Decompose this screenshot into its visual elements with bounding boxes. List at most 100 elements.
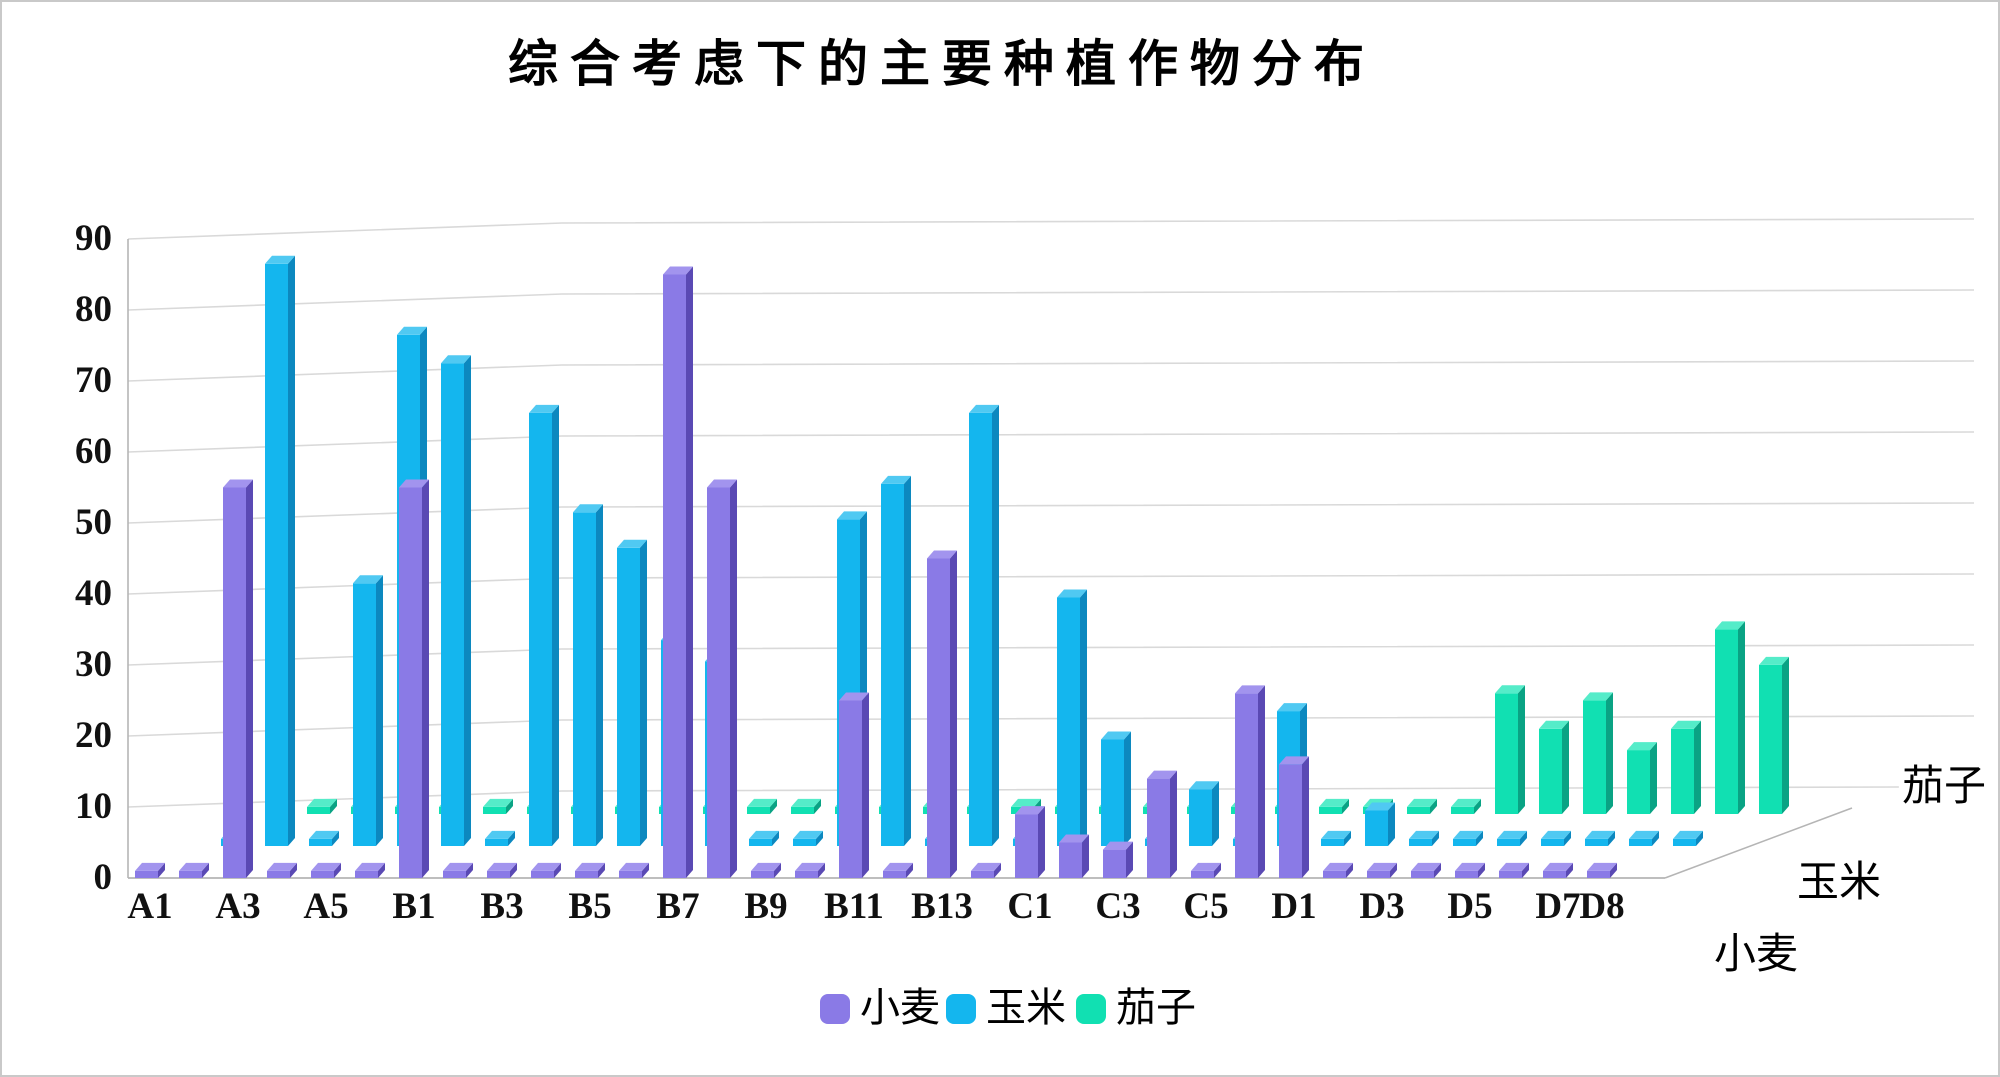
x-tick-B13: B13: [911, 886, 973, 927]
bar-茄子-A1: [307, 798, 337, 814]
x-tick-D5: D5: [1447, 886, 1493, 927]
x-tick-B5: B5: [568, 886, 612, 927]
y-tick-60: 60: [75, 431, 112, 472]
y-tick-90: 90: [75, 218, 112, 259]
eggplant-swatch: [1076, 994, 1106, 1024]
bar-茄子-D2: [1495, 685, 1525, 814]
depth-label-茄子: 茄子: [1902, 764, 1987, 810]
bar-小麦-B11: [839, 692, 869, 878]
bar-玉米-A2: [265, 255, 295, 847]
bar-玉米-B10: [881, 475, 911, 846]
x-tick-B1: B1: [392, 886, 436, 927]
x-tick-B3: B3: [480, 886, 524, 927]
bar-小麦-D4: [1411, 862, 1441, 878]
bar-小麦-C5: [1191, 862, 1221, 878]
bar-茄子-D1: [1451, 798, 1481, 814]
x-tick-D1: D1: [1271, 886, 1317, 927]
bar-玉米-B1: [485, 830, 515, 846]
bar-小麦-C4: [1147, 770, 1177, 878]
bar-茄子-B5: [747, 798, 777, 814]
bar-茄子-C6: [1407, 798, 1437, 814]
bar-小麦-A5: [311, 862, 341, 878]
bar-玉米-B7: [749, 830, 779, 846]
bar-小麦-C1: [1015, 806, 1045, 878]
bar-小麦-B9: [751, 862, 781, 878]
gridline-80: [127, 289, 1975, 311]
x-tick-A1: A1: [127, 886, 173, 927]
y-tick-80: 80: [75, 289, 112, 330]
bar-小麦-D2: [1323, 862, 1353, 878]
bar-茄子-D7: [1715, 621, 1745, 814]
bar-小麦-D5: [1455, 862, 1485, 878]
corn-swatch: [946, 994, 976, 1024]
bar-小麦-A6: [355, 862, 385, 878]
x-tick-D3: D3: [1359, 886, 1405, 927]
bar-玉米-B8: [793, 830, 823, 846]
y-tick-10: 10: [75, 786, 112, 827]
y-tick-70: 70: [75, 360, 112, 401]
bar-茄子-A5: [483, 798, 513, 814]
y-tick-0: 0: [93, 857, 113, 898]
wheat-swatch: [820, 994, 850, 1024]
bar-小麦-B12: [883, 862, 913, 878]
x-tick-D7: D7: [1535, 886, 1581, 927]
bar-小麦-B5: [575, 862, 605, 878]
y-tick-50: 50: [75, 502, 112, 543]
bar-小麦-B13: [927, 550, 957, 878]
bar-玉米-D1: [1365, 802, 1395, 846]
bar-小麦-C2: [1059, 834, 1089, 878]
bar-茄子-D3: [1539, 720, 1569, 814]
x-tick-C3: C3: [1095, 886, 1141, 927]
x-tick-A3: A3: [215, 886, 261, 927]
legend-label-wheat: 小麦: [860, 985, 940, 1030]
bar-玉米-B2: [529, 404, 559, 846]
x-tick-C5: C5: [1183, 886, 1229, 927]
bar-玉米-A6: [441, 355, 471, 846]
bar-小麦-B6: [619, 862, 649, 878]
bar-茄子-D4: [1583, 692, 1613, 814]
bar-玉米-D7: [1629, 830, 1659, 846]
bar-小麦-B10: [795, 862, 825, 878]
bar-玉米-D4: [1497, 830, 1527, 846]
bar-小麦-D7: [1543, 862, 1573, 878]
bar-小麦-C3: [1103, 841, 1133, 878]
bar-玉米-C3: [1189, 781, 1219, 846]
bar-小麦-B1: [399, 479, 429, 878]
bar-玉米-D6: [1585, 830, 1615, 846]
gridline-90: [127, 218, 1975, 240]
bar-小麦-A3: [223, 479, 253, 878]
bar-玉米-B14: [1057, 589, 1087, 846]
bar-小麦-B14: [971, 862, 1001, 878]
bar-玉米-B3: [573, 504, 603, 846]
bar-玉米-B4: [617, 539, 647, 846]
bar-小麦-A1: [135, 862, 165, 878]
legend-label-corn: 玉米: [986, 985, 1066, 1030]
bar-玉米-A4: [353, 575, 383, 846]
bar-玉米-B12: [969, 404, 999, 846]
bar-小麦-A2: [179, 862, 209, 878]
legend: 小麦 玉米 茄子: [2, 985, 1998, 1036]
bar-小麦-B8: [707, 479, 737, 878]
bar-茄子-D8: [1759, 656, 1789, 814]
depth-label-小麦: 小麦: [1714, 932, 1799, 978]
y-tick-30: 30: [75, 644, 112, 685]
bar-小麦-C6: [1235, 685, 1265, 878]
floor-right-edge: [1664, 807, 1853, 879]
bar-玉米-D5: [1541, 830, 1571, 846]
bar-茄子-D6: [1671, 720, 1701, 814]
legend-label-eggplant: 茄子: [1116, 985, 1196, 1030]
bar-玉米-D3: [1453, 830, 1483, 846]
bar-茄子-C4: [1319, 798, 1349, 814]
depth-label-玉米: 玉米: [1797, 860, 1882, 906]
y-tick-40: 40: [75, 573, 112, 614]
x-tick-B9: B9: [744, 886, 788, 927]
bar-小麦-A4: [267, 862, 297, 878]
chart-title: 综合考虑下的主要种植作物分布: [508, 36, 1376, 92]
bar-玉米-C6: [1321, 830, 1351, 846]
x-tick-B11: B11: [824, 886, 884, 927]
x-tick-B7: B7: [656, 886, 700, 927]
bar-玉米-D8: [1673, 830, 1703, 846]
bar-玉米-C1: [1101, 731, 1131, 846]
